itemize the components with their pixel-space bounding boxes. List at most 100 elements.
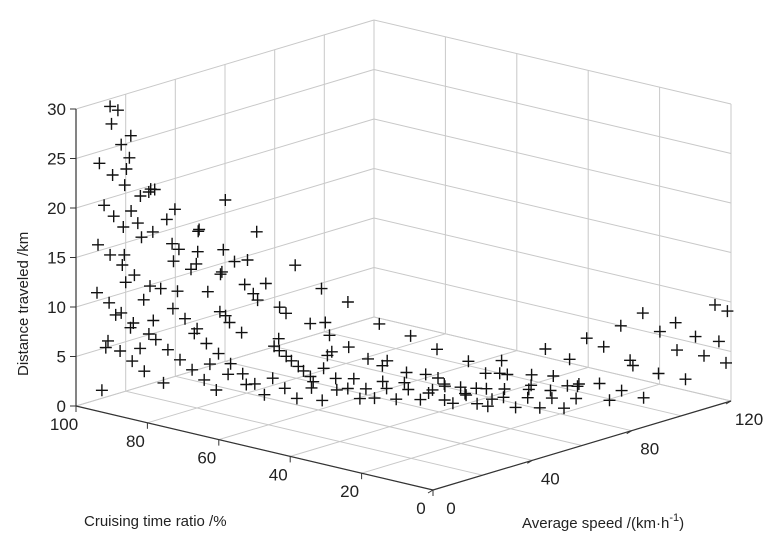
data-point-marker <box>376 359 389 372</box>
data-point-marker <box>161 343 174 356</box>
data-point-marker <box>290 392 303 405</box>
grid-line-side-z <box>373 118 732 204</box>
data-point-marker <box>241 254 254 266</box>
data-point-marker <box>480 382 493 395</box>
data-point-marker <box>98 199 111 212</box>
data-point-marker <box>259 277 272 290</box>
data-point-marker <box>214 268 227 281</box>
data-point-marker <box>671 344 683 357</box>
data-point-marker <box>305 381 318 394</box>
data-point-marker <box>250 225 263 238</box>
data-point-marker <box>167 255 180 268</box>
data-point-marker <box>258 388 271 401</box>
data-point-marker <box>539 343 552 355</box>
data-point-marker <box>373 317 386 330</box>
data-point-marker <box>289 259 302 272</box>
y-axis-title: Average speed /(km·h-1) <box>522 512 684 532</box>
data-point-marker <box>525 368 538 381</box>
z-tick-label: 10 <box>47 298 66 317</box>
data-point-marker <box>219 309 232 322</box>
data-point-marker <box>118 248 131 261</box>
data-point-marker <box>105 117 118 130</box>
data-point-marker <box>319 316 332 329</box>
data-point-marker <box>203 358 216 371</box>
data-point-marker <box>106 169 119 181</box>
data-point-marker <box>111 104 124 117</box>
z-tick-label: 30 <box>47 100 66 119</box>
data-point-marker <box>460 389 473 402</box>
data-point-marker <box>157 376 170 389</box>
data-point-marker <box>432 372 444 384</box>
grid-layer <box>75 19 732 491</box>
data-point-marker <box>124 129 137 142</box>
z-axis-title: Distance traveled /km <box>15 232 32 376</box>
data-point-marker <box>304 370 317 383</box>
y-axis-title-main: Average speed /(km·h <box>522 515 669 532</box>
data-point-marker <box>368 392 381 405</box>
data-point-marker <box>380 382 393 395</box>
data-point-marker <box>224 357 237 370</box>
data-point-marker <box>498 383 511 395</box>
data-point-marker <box>123 151 136 164</box>
data-point-marker <box>438 380 451 393</box>
data-point-marker <box>495 354 508 367</box>
data-point-marker <box>479 367 492 380</box>
grid-line-back-z <box>75 217 375 308</box>
data-point-marker <box>359 382 372 395</box>
grid-line-side-z <box>373 267 732 352</box>
data-point-marker <box>558 402 570 415</box>
data-point-marker <box>376 375 389 388</box>
data-point-marker <box>285 354 298 367</box>
data-point-marker <box>720 356 732 369</box>
data-point-marker <box>525 379 538 392</box>
data-point-marker <box>142 328 155 340</box>
data-point-marker <box>698 349 710 362</box>
y-axis-line <box>432 400 732 491</box>
y-tick-mark <box>527 459 533 464</box>
data-point-marker <box>223 316 236 329</box>
data-point-marker <box>545 392 558 405</box>
data-point-marker <box>103 296 116 309</box>
data-point-marker <box>236 367 249 380</box>
data-point-marker <box>571 380 584 393</box>
data-point-marker <box>144 183 157 196</box>
grid-line-floor-y <box>175 375 533 461</box>
data-point-marker <box>251 294 264 307</box>
data-point-marker <box>131 217 144 230</box>
data-point-marker <box>144 280 156 293</box>
data-point-marker <box>614 319 627 332</box>
data-point-marker <box>572 378 585 390</box>
data-point-marker <box>315 282 328 295</box>
y-tick-label: 0 <box>446 499 455 518</box>
y-tick-mark <box>725 400 732 405</box>
data-point-marker <box>172 243 185 256</box>
data-point-marker <box>486 393 498 406</box>
z-tick-label: 0 <box>57 397 66 416</box>
data-point-marker <box>115 306 128 319</box>
data-point-marker <box>462 355 475 368</box>
data-point-marker <box>414 393 427 406</box>
x-tick-label: 80 <box>126 432 145 451</box>
data-point-marker <box>119 276 132 289</box>
data-point-marker <box>637 391 650 404</box>
data-point-marker <box>471 397 484 410</box>
data-point-marker <box>636 307 649 320</box>
grid-line-floor-y <box>373 316 732 402</box>
data-point-marker <box>603 394 616 407</box>
data-point-marker <box>563 353 576 366</box>
z-tick-label: 25 <box>47 150 66 169</box>
x-tick-label: 0 <box>416 499 425 518</box>
data-point-marker <box>92 238 104 251</box>
x-tick-label: 40 <box>269 465 288 484</box>
marker-layer <box>91 100 734 415</box>
data-point-marker <box>381 354 394 367</box>
data-point-marker <box>593 377 606 390</box>
data-point-marker <box>497 391 510 404</box>
data-point-marker <box>544 384 557 397</box>
data-point-marker <box>138 365 151 378</box>
data-point-marker <box>102 334 114 347</box>
data-point-marker <box>149 333 162 346</box>
data-point-marker <box>200 337 213 350</box>
data-point-marker <box>134 190 147 202</box>
grid-line-floor-y <box>125 390 483 476</box>
